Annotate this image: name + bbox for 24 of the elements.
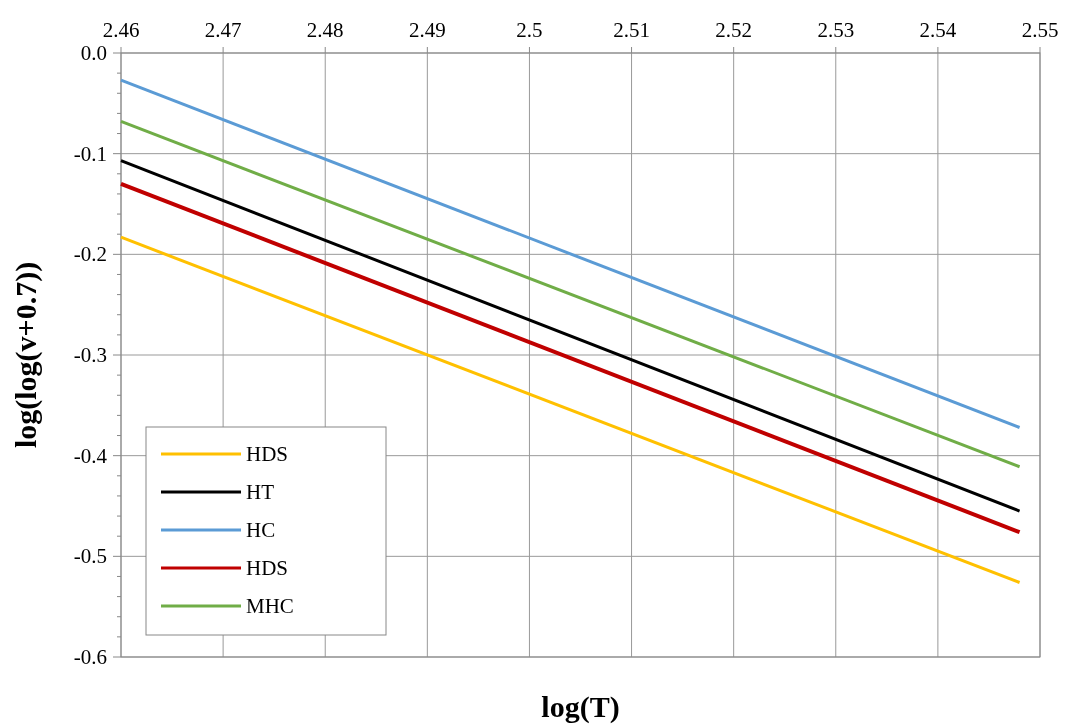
legend-label: HT [246, 480, 275, 504]
x-tick-label: 2.52 [715, 18, 753, 42]
legend-label: HDS [246, 442, 289, 466]
y-tick-label: -0.4 [73, 443, 108, 468]
y-axis-title: log(log(v+0.7)) [9, 261, 43, 449]
y-tick-label: 0.0 [80, 41, 107, 65]
y-tick-label: -0.6 [73, 645, 107, 669]
x-tick-label: 2.51 [613, 18, 650, 42]
x-tick-label: 2.46 [102, 18, 140, 42]
y-tick-label: -0.2 [73, 242, 107, 267]
x-axis-title: log(T) [541, 690, 620, 724]
x-tick-label: 2.49 [408, 18, 446, 42]
y-tick-label: -0.3 [73, 343, 107, 367]
x-tick-label: 2.5 [516, 18, 543, 42]
legend-label: MHC [246, 594, 294, 618]
legend-label: HC [246, 518, 276, 542]
x-tick-label: 2.48 [306, 18, 344, 42]
x-tick-label: 2.53 [817, 18, 855, 42]
x-tick-label: 2.54 [919, 18, 957, 42]
legend-label: HDS [246, 556, 289, 580]
y-tick-label: -0.5 [73, 544, 107, 569]
x-tick-label: 2.55 [1021, 18, 1059, 42]
x-tick-label: 2.47 [204, 18, 242, 42]
y-tick-label: -0.1 [73, 141, 107, 166]
